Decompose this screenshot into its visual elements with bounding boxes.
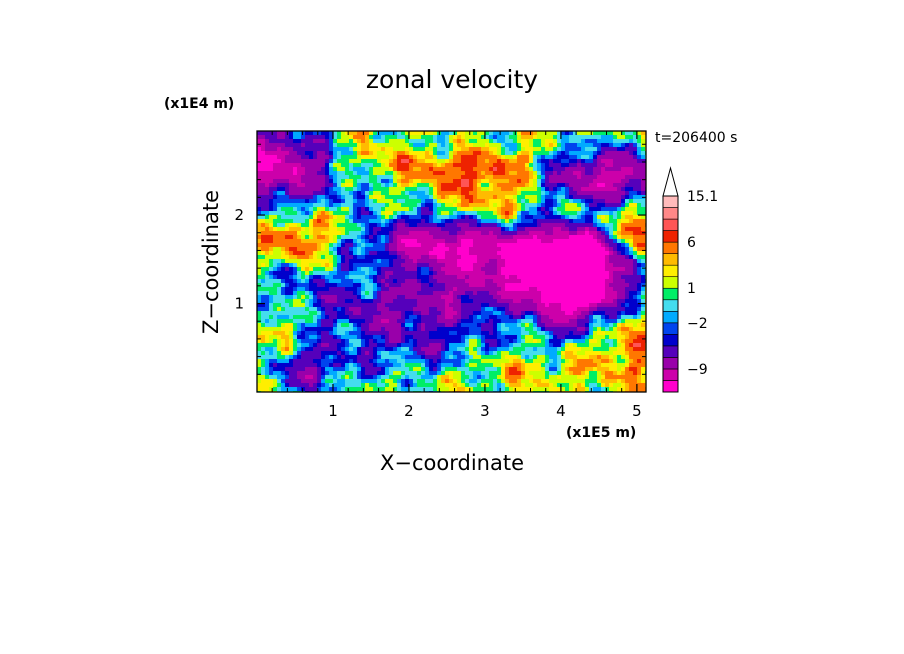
colorbar-swatch	[662, 322, 679, 335]
x-tick-label: 1	[328, 402, 338, 420]
colorbar-swatch	[662, 380, 679, 393]
colorbar-label: 6	[687, 235, 696, 251]
y-axis-label: Z−coordinate	[199, 190, 223, 334]
colorbar: 15.1 6 1 −2 −9	[662, 166, 718, 393]
colorbar-swatch	[662, 310, 679, 324]
plot-axes	[256, 130, 647, 393]
colorbar-swatch	[662, 287, 679, 301]
x-tick-label: 2	[404, 402, 414, 420]
x-axis-label: X−coordinate	[380, 451, 524, 475]
y-tick-label: 1	[234, 295, 244, 313]
y-axis-ticks: 12	[234, 143, 646, 375]
colorbar-swatch	[662, 299, 679, 312]
x-tick-label: 3	[480, 402, 490, 420]
chart-title: zonal velocity	[366, 65, 538, 94]
colorbar-swatch	[662, 253, 679, 266]
colorbar-label: 1	[687, 281, 696, 297]
colorbar-swatch	[662, 276, 679, 289]
colorbar-swatch	[662, 264, 679, 278]
colorbar-swatch	[662, 207, 679, 220]
colorbar-label: −2	[687, 316, 708, 332]
colorbar-swatch	[662, 357, 679, 370]
y-tick-label: 2	[234, 206, 244, 224]
velocity-field	[257, 131, 647, 393]
colorbar-extend-arrow	[662, 166, 679, 197]
x-tick-label: 5	[632, 402, 642, 420]
colorbar-swatch	[662, 368, 679, 381]
colorbar-swatch	[662, 230, 679, 243]
colorbar-label: −9	[687, 362, 708, 378]
colorbar-frame	[662, 195, 679, 393]
plot-frame	[256, 130, 647, 393]
y-scale-label: (x1E4 m)	[164, 96, 234, 112]
x-axis-ticks: 1 2 3 4 5	[271, 131, 642, 420]
colorbar-swatch	[662, 241, 679, 254]
colorbar-swatch	[662, 218, 679, 231]
time-label: t=206400 s	[655, 130, 737, 146]
colorbar-swatch	[662, 345, 679, 358]
colorbar-label: 15.1	[687, 189, 718, 205]
colorbar-swatch	[662, 195, 679, 208]
colorbar-swatch	[662, 334, 679, 347]
x-tick-label: 4	[556, 402, 566, 420]
x-scale-label: (x1E5 m)	[566, 425, 636, 441]
